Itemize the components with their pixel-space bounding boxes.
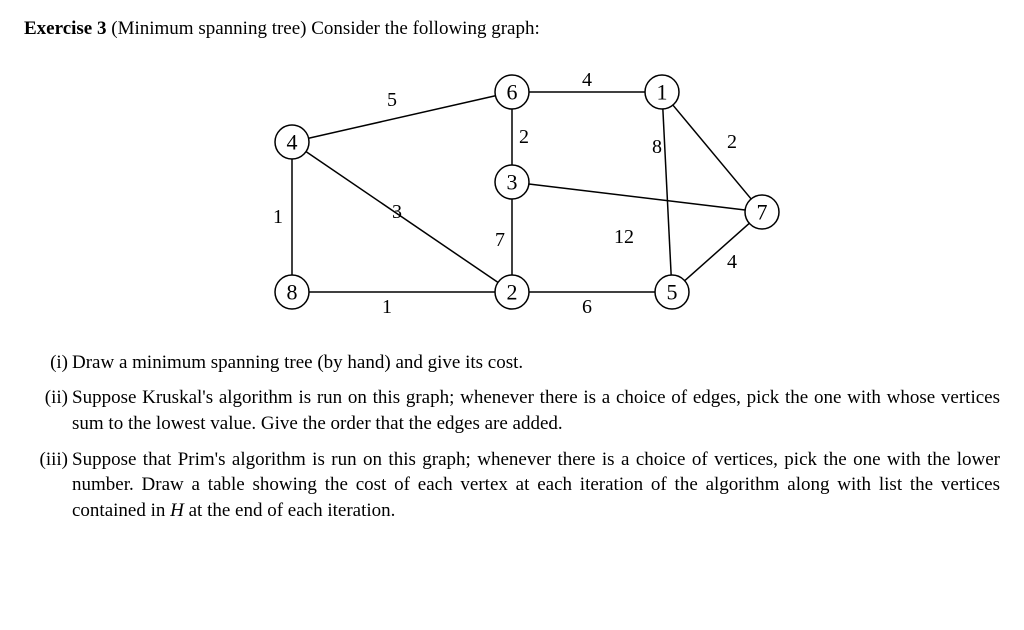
edge-weight: 8 <box>652 136 662 158</box>
edge-weight: 5 <box>387 89 397 111</box>
edge <box>663 109 671 275</box>
graph-node-label: 8 <box>287 279 298 304</box>
graph-node-label: 4 <box>287 129 298 154</box>
question-list: (i) Draw a minimum spanning tree (by han… <box>24 350 1000 524</box>
exercise-header: Exercise 3 (Minimum spanning tree) Consi… <box>24 16 1000 42</box>
edge-weight: 3 <box>392 201 402 223</box>
text-i: Draw a minimum spanning tree (by hand) a… <box>72 352 523 373</box>
question-ii: (ii) Suppose Kruskal's algorithm is run … <box>72 385 1000 436</box>
graph-node-label: 2 <box>507 279 518 304</box>
edge-weight: 1 <box>382 296 392 318</box>
edge <box>529 184 745 210</box>
graph-node-label: 6 <box>507 79 518 104</box>
graph-node-label: 5 <box>667 279 678 304</box>
marker-i: (i) <box>28 350 68 376</box>
text-ii: Suppose Kruskal's algorithm is run on th… <box>72 387 1000 434</box>
question-i: (i) Draw a minimum spanning tree (by han… <box>72 350 1000 376</box>
edge-weight: 2 <box>727 131 737 153</box>
marker-ii: (ii) <box>28 385 68 411</box>
question-iii: (iii) Suppose that Prim's algorithm is r… <box>72 447 1000 524</box>
marker-iii: (iii) <box>28 447 68 473</box>
graph-svg: 5 4 2 2 8 1 3 7 12 1 6 4 1 6 4 3 7 8 2 5 <box>192 62 832 332</box>
edge <box>306 151 498 282</box>
edge-weight: 1 <box>273 206 283 228</box>
edge-weight: 6 <box>582 296 592 318</box>
exercise-prompt: Consider the following graph: <box>311 18 540 39</box>
graph-node-label: 3 <box>507 169 518 194</box>
graph-node-label: 1 <box>657 79 668 104</box>
text-iii-H: H <box>170 500 184 521</box>
edge <box>673 105 751 199</box>
edge-weight: 7 <box>495 229 505 251</box>
exercise-topic: (Minimum spanning tree) <box>111 18 306 39</box>
exercise-label: Exercise 3 <box>24 18 107 39</box>
edge-weight: 4 <box>727 251 737 273</box>
edge-weight: 4 <box>582 69 592 91</box>
text-iii-post: at the end of each iteration. <box>184 500 396 521</box>
edge-weight: 12 <box>614 226 634 248</box>
edge <box>685 223 750 280</box>
graph-figure: 5 4 2 2 8 1 3 7 12 1 6 4 1 6 4 3 7 8 2 5 <box>24 62 1000 332</box>
edge-weight: 2 <box>519 126 529 148</box>
graph-node-label: 7 <box>757 199 768 224</box>
edge <box>309 95 496 137</box>
